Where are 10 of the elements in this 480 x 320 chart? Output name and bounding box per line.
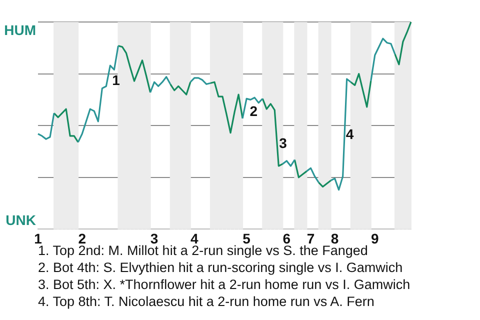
text: UNK (6, 212, 36, 228)
annotation: 1 (112, 72, 120, 88)
annotation: 4 (346, 126, 354, 142)
text: 2. Bot 4th: S. Elvythien hit a run-scoring single vs I. Gamwich (38, 259, 404, 276)
x-tick-label: 9 (371, 230, 380, 246)
text: 3. Bot 5th: X. *Thornflower hit a 2-run home run vs I. Gamwich (38, 276, 410, 293)
annotation: 2 (250, 102, 258, 119)
annotation: 3 (279, 135, 288, 152)
text: HUM (4, 22, 36, 38)
text: 4. Top 8th: T. Nicolaescu hit a 2-run home run vs A. Fern (38, 293, 376, 310)
